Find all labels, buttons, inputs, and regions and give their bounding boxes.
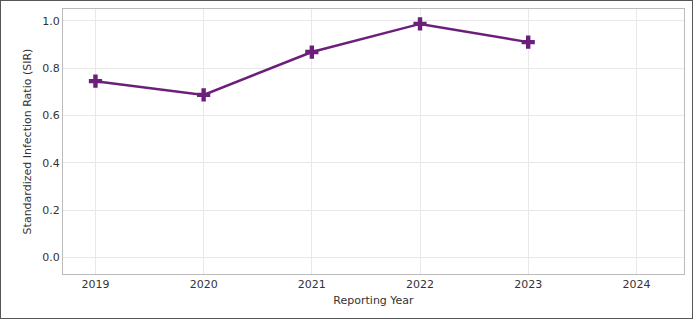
svg-text:0.6: 0.6	[42, 109, 60, 122]
svg-text:2024: 2024	[622, 278, 650, 291]
svg-text:2021: 2021	[298, 278, 326, 291]
svg-text:2020: 2020	[190, 278, 218, 291]
svg-text:2022: 2022	[406, 278, 434, 291]
svg-text:2019: 2019	[81, 278, 109, 291]
svg-text:0.2: 0.2	[42, 204, 60, 217]
svg-text:0.4: 0.4	[42, 157, 60, 170]
svg-text:1.0: 1.0	[42, 15, 60, 28]
svg-text:Standardized Infection Ratio (: Standardized Infection Ratio (SIR)	[21, 49, 34, 235]
svg-text:Reporting Year: Reporting Year	[333, 294, 414, 307]
svg-text:2023: 2023	[514, 278, 542, 291]
svg-text:0.0: 0.0	[42, 251, 60, 264]
svg-text:0.8: 0.8	[42, 62, 60, 75]
